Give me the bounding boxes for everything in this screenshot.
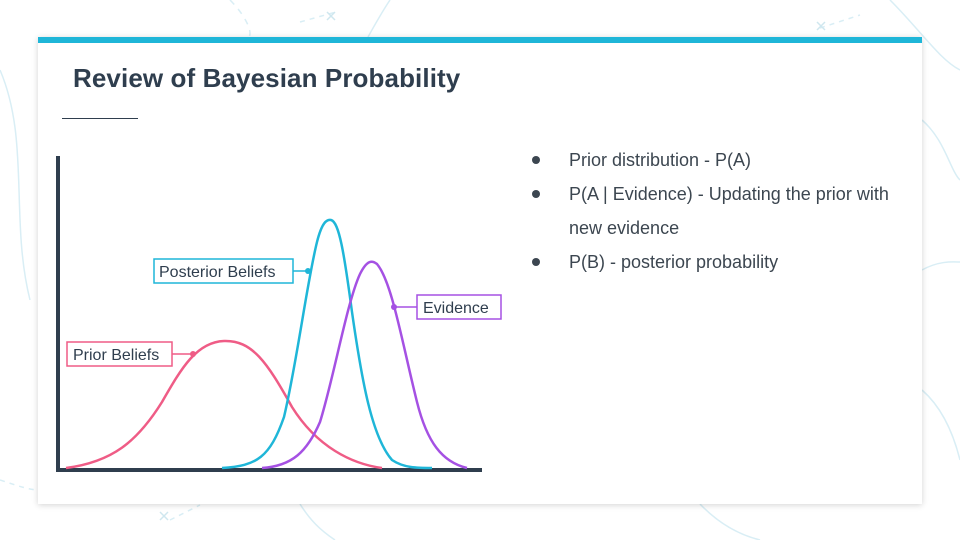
prior-label-box <box>66 341 173 367</box>
content-card: Review of Bayesian Probability Prior dis… <box>38 37 922 504</box>
bullet-text: Prior distribution - P(A) <box>569 150 752 170</box>
posterior-anchor <box>305 268 311 274</box>
bullet-dot-icon <box>532 258 540 266</box>
evidence-label: Evidence <box>423 300 489 317</box>
bullet-item: P(B) - posterior probability <box>528 245 898 279</box>
evidence-label-box <box>416 294 502 320</box>
bullet-dot-icon <box>532 156 540 164</box>
title-underline <box>62 118 138 119</box>
bullet-text: P(A | Evidence) - Updating the prior wit… <box>569 184 889 238</box>
posterior-label-box <box>153 258 294 284</box>
bullet-list: Prior distribution - P(A) P(A | Evidence… <box>528 143 898 279</box>
bullet-item: P(A | Evidence) - Updating the prior wit… <box>528 177 898 245</box>
posterior-curve <box>221 218 433 470</box>
evidence-anchor <box>391 304 397 310</box>
accent-bar <box>38 37 922 43</box>
prior-anchor <box>190 351 196 357</box>
evidence-curve <box>261 260 468 470</box>
posterior-label: Posterior Beliefs <box>159 264 276 281</box>
bayesian-curves-diagram: Prior Beliefs Posterior Beliefs Evidence <box>56 156 502 472</box>
bullet-item: Prior distribution - P(A) <box>528 143 898 177</box>
prior-curve <box>65 339 383 470</box>
bullet-text: P(B) - posterior probability <box>569 252 779 272</box>
slide-title: Review of Bayesian Probability <box>73 63 461 93</box>
prior-label: Prior Beliefs <box>73 347 159 364</box>
bullet-dot-icon <box>532 190 540 198</box>
